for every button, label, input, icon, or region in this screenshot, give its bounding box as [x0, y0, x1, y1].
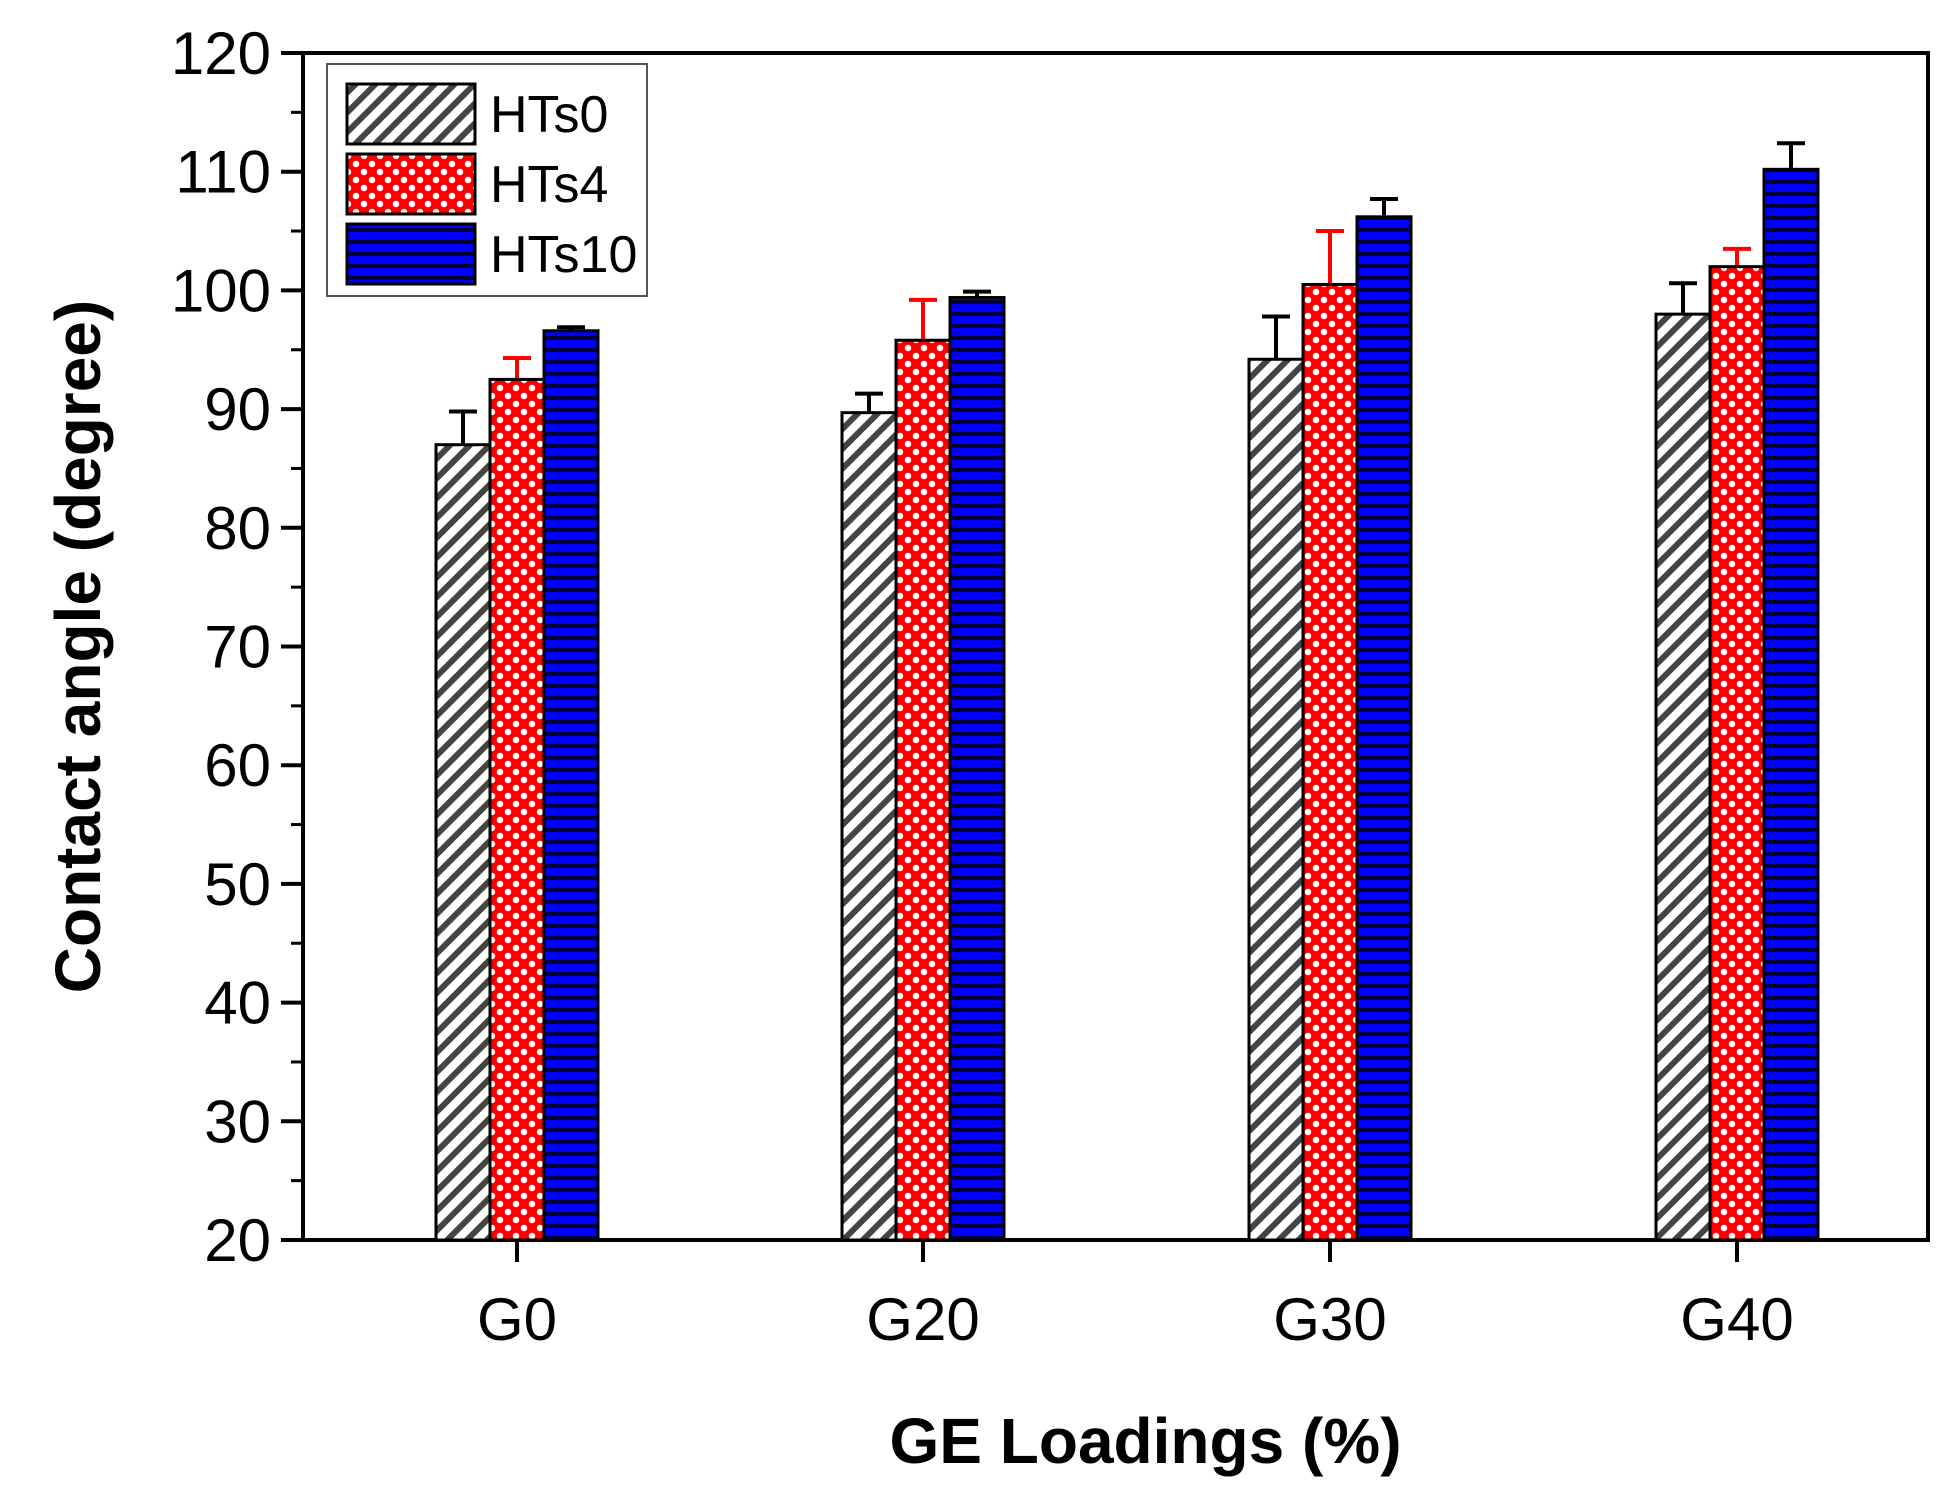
y-tick-label: 120	[171, 20, 271, 87]
legend-swatch-hts4	[345, 152, 477, 216]
x-tick-label: G0	[477, 1286, 557, 1353]
y-axis-title: Contact angle (degree)	[42, 300, 114, 993]
x-tick-label: G20	[866, 1286, 979, 1353]
y-tick-label: 90	[204, 376, 271, 443]
bar-hts0-g0	[434, 443, 492, 1242]
bar-hts10-g0	[542, 329, 600, 1242]
y-tick-label: 110	[175, 139, 271, 206]
y-tick-label: 100	[171, 257, 271, 324]
y-tick-label: 60	[204, 732, 271, 799]
legend-label-hts10: HTs10	[490, 226, 637, 284]
legend-swatch-hts10	[345, 222, 477, 286]
bar-hts10-g40	[1762, 167, 1820, 1242]
y-tick-label: 70	[204, 614, 271, 681]
y-tick-label: 40	[204, 970, 271, 1037]
bar-hts4-g40	[1708, 265, 1766, 1242]
legend-swatch-hts0	[345, 82, 477, 146]
y-tick-label: 80	[204, 495, 271, 562]
bar-hts0-g20	[840, 411, 898, 1242]
bar-hts4-g30	[1301, 282, 1359, 1242]
x-tick-label: G30	[1273, 1286, 1386, 1353]
legend-label-hts0: HTs0	[490, 86, 608, 144]
y-tick-label: 50	[204, 851, 271, 918]
bar-hts4-g0	[488, 377, 546, 1242]
x-axis-title: GE Loadings (%)	[890, 1405, 1402, 1477]
bar-hts0-g40	[1654, 312, 1712, 1242]
legend-label-hts4: HTs4	[490, 156, 608, 214]
x-tick-label: G40	[1680, 1286, 1793, 1353]
y-tick-label: 20	[204, 1207, 271, 1274]
bar-hts10-g30	[1355, 215, 1413, 1242]
bar-hts4-g20	[894, 338, 952, 1242]
y-tick-label: 30	[204, 1088, 271, 1155]
bar-hts0-g30	[1247, 357, 1305, 1242]
bar-hts10-g20	[948, 296, 1006, 1242]
